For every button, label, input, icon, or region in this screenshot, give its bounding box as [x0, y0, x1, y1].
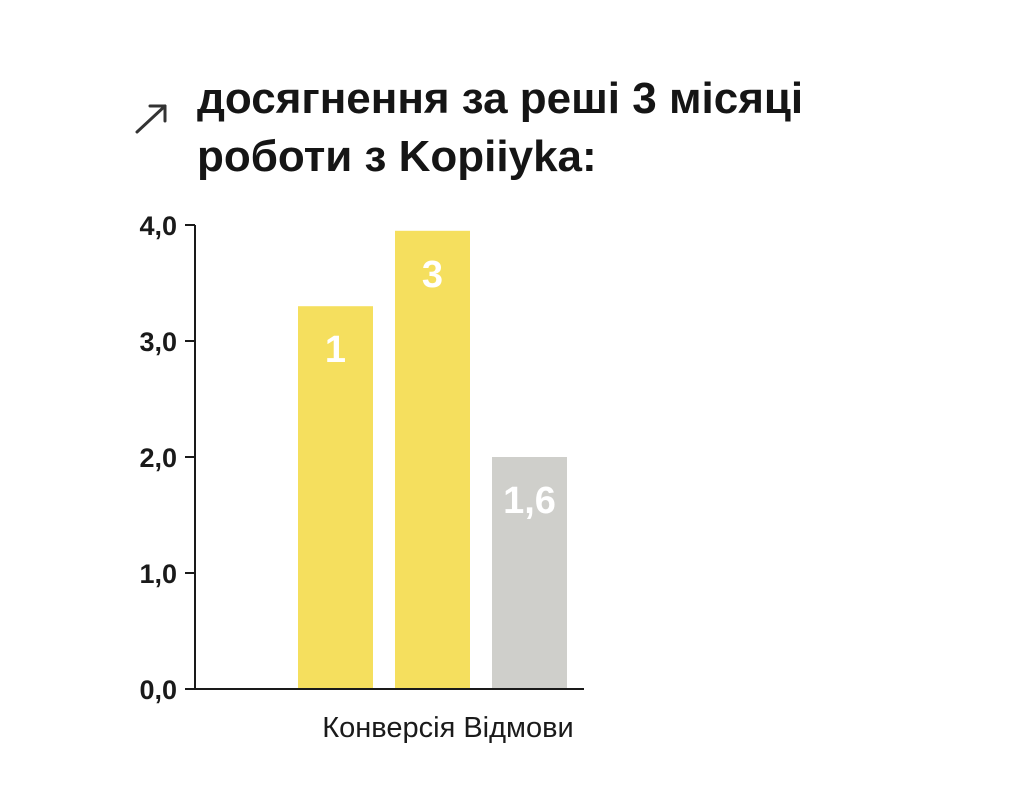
chart-title-line-1: досягнення за решi 3 місяці [197, 74, 804, 123]
y-tick-label: 3,0 [139, 327, 177, 357]
bar-data-label: 1 [325, 329, 346, 371]
bar [492, 457, 567, 689]
bar [298, 306, 373, 689]
chart-title-line-2: роботи з Kopiiyka: [197, 132, 597, 181]
y-tick-label: 2,0 [139, 443, 177, 473]
arrow-up-right-icon [135, 104, 167, 134]
y-tick-label: 1,0 [139, 559, 177, 589]
bar-data-label: 1,6 [503, 480, 556, 522]
y-tick-label: 4,0 [139, 211, 177, 241]
y-ticks: 0,0 1,0 2,0 3,0 4,0 [139, 211, 195, 705]
bar [395, 230, 470, 690]
y-tick-label: 0,0 [139, 675, 177, 705]
bar-data-label: 3 [422, 254, 443, 296]
bars-layer: 131,6 [298, 230, 567, 690]
chart-title: досягнення за решi 3 місяці роботи з Kop… [197, 70, 997, 186]
x-axis-label: Конверсія Відмови [322, 712, 573, 744]
